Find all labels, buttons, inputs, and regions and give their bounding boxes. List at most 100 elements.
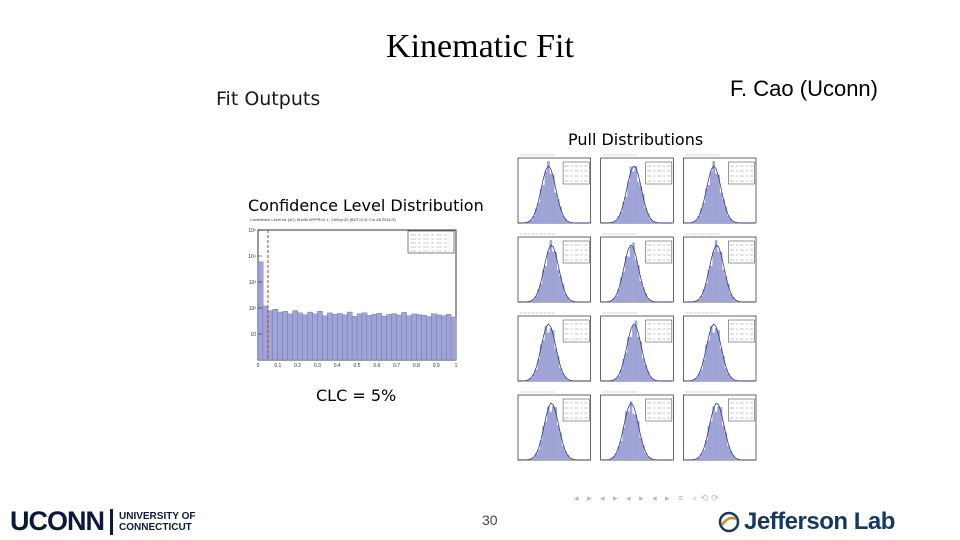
gaussian-fit-curve xyxy=(517,165,590,224)
histogram-bin xyxy=(431,313,437,361)
pull-bin xyxy=(530,220,533,223)
pull-bin xyxy=(547,160,550,223)
pull-bin xyxy=(612,221,616,223)
pull-bin xyxy=(722,425,725,460)
pull-bin xyxy=(556,425,560,460)
pull-bin xyxy=(564,293,567,302)
pull-bin xyxy=(571,301,574,302)
pull-bin xyxy=(693,379,696,381)
pull-bin xyxy=(729,450,732,460)
histogram-bin xyxy=(342,314,348,361)
pull-bin xyxy=(632,413,635,460)
pull-bin xyxy=(627,256,630,302)
pull-bin xyxy=(705,188,708,223)
pull-bin xyxy=(547,406,550,460)
confidence-level-histogram: 10⁵ 10⁴ 10³ 10² 10 0 0.1 0.2 0.3 0.4 0.5 0.6 0.7 0.8 0… xyxy=(248,228,457,369)
pull-bin xyxy=(554,192,557,223)
pull-bin xyxy=(639,281,643,302)
pull-bin xyxy=(624,256,628,302)
y-tick-label: 10⁴ xyxy=(248,254,256,260)
histogram-bin xyxy=(401,312,407,361)
uconn-logo-main: UCONN xyxy=(10,506,105,536)
pull-bin xyxy=(649,376,652,381)
pull-bin xyxy=(649,218,652,223)
pull-bin xyxy=(726,215,730,223)
pull-bin xyxy=(537,288,540,302)
jefferson-lab-logo: Jefferson Lab xyxy=(718,508,895,536)
histogram-bin xyxy=(322,315,328,361)
uconn-logo-line2: CONNECTICUT xyxy=(119,521,192,533)
histogram-bin xyxy=(272,309,279,361)
gaussian-fit-curve xyxy=(600,402,673,461)
pull-bin xyxy=(705,344,708,381)
histogram-bin xyxy=(317,311,323,361)
pull-bin xyxy=(629,166,633,223)
pull-bin xyxy=(539,283,543,302)
histogram-bin xyxy=(416,314,422,361)
pull-bin xyxy=(736,301,740,302)
pull-bin xyxy=(551,174,555,223)
pull-bin xyxy=(612,379,616,381)
histogram-bin xyxy=(346,311,353,361)
pull-bin xyxy=(695,377,699,381)
pull-bin xyxy=(726,373,730,381)
pull-bin xyxy=(561,445,565,460)
pull-stats-box xyxy=(728,319,755,343)
x-tick-label: 0.2 xyxy=(294,363,301,369)
x-tick-label: 0 xyxy=(257,363,260,369)
pull-bin xyxy=(651,301,655,302)
pull-bin xyxy=(722,269,725,302)
pull-bin xyxy=(646,370,650,381)
pull-bin xyxy=(707,340,711,381)
pull-bin xyxy=(554,251,557,302)
histogram-bin xyxy=(445,314,452,361)
pull-bin xyxy=(632,242,635,302)
x-tick-label: 0.7 xyxy=(393,363,400,369)
pull-bin xyxy=(705,440,708,460)
histogram-bin xyxy=(327,312,333,361)
pull-bin xyxy=(697,216,701,223)
pull-bin xyxy=(700,208,703,223)
pull-bin xyxy=(637,265,640,302)
histogram-bin xyxy=(391,313,397,361)
pull-bin xyxy=(559,432,562,460)
pull-bin xyxy=(717,174,720,223)
pull-bin xyxy=(729,293,732,302)
pull-bin xyxy=(714,411,718,460)
pull-bin xyxy=(697,299,701,302)
pull-bin xyxy=(566,379,570,381)
histogram-bin xyxy=(282,311,289,361)
pull-bin xyxy=(695,458,699,460)
x-tick-label: 0.3 xyxy=(314,363,321,369)
histogram-bin xyxy=(292,310,298,361)
pull-panel xyxy=(517,391,591,461)
pull-bin xyxy=(629,401,633,460)
pull-panel xyxy=(683,154,757,224)
beamer-navigation[interactable]: ◂ ▸ ◂ ▸ ◂ ▸ ◂ ▸ ≡ ∘⟲⟳ xyxy=(574,493,722,503)
pull-bin xyxy=(724,276,728,302)
pull-bin xyxy=(559,276,562,302)
pull-bin xyxy=(544,265,548,302)
pull-bin xyxy=(702,359,706,381)
pull-bin xyxy=(709,326,713,381)
pull-bin xyxy=(714,240,718,302)
histogram-bin xyxy=(371,314,378,361)
pull-bin xyxy=(724,206,728,223)
pull-bin xyxy=(612,298,616,302)
pull-bin xyxy=(641,444,645,460)
pull-bin xyxy=(568,458,572,460)
pull-bin xyxy=(547,251,550,302)
pull-bin xyxy=(714,328,718,381)
pull-bin xyxy=(554,407,557,460)
pull-bin xyxy=(544,326,548,381)
pull-bin xyxy=(556,199,560,223)
pull-bin xyxy=(532,299,536,302)
pull-bin xyxy=(615,453,618,460)
histogram-bin xyxy=(351,316,358,361)
pull-bin xyxy=(554,348,557,381)
fit-outputs-heading: Fit Outputs xyxy=(216,88,321,110)
pull-stats-box xyxy=(562,319,590,343)
pull-bin xyxy=(712,332,716,381)
histogram-bin xyxy=(450,316,457,361)
pull-bin xyxy=(651,378,655,381)
